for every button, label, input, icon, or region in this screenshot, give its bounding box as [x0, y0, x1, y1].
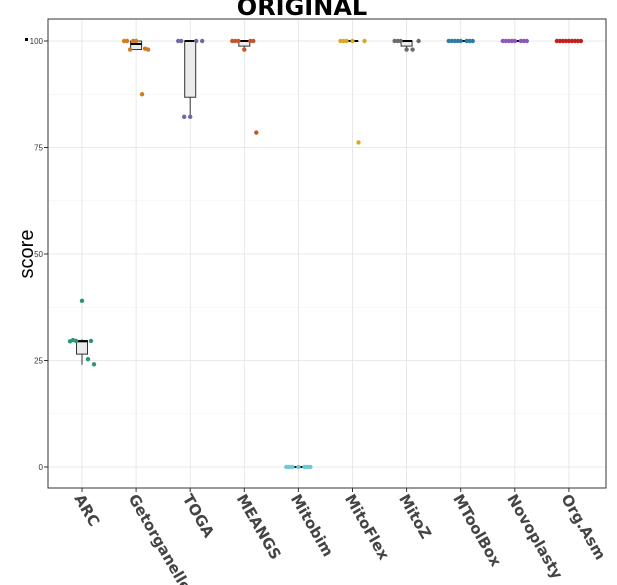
data-point	[521, 38, 526, 44]
data-point	[467, 38, 472, 44]
data-point	[557, 38, 563, 44]
data-point	[410, 47, 415, 52]
x-tick-label: Novoplasty	[503, 491, 566, 582]
data-point	[254, 130, 259, 135]
y-tick-label: 25	[34, 357, 43, 366]
data-point	[296, 464, 301, 470]
x-tick-label: ARC	[71, 491, 104, 530]
grid-layer	[48, 19, 606, 488]
data-point	[362, 38, 367, 44]
x-tick-label: MToolBox	[449, 491, 505, 570]
data-point	[124, 38, 130, 44]
data-point	[127, 47, 133, 52]
data-point	[142, 46, 148, 51]
data-point	[305, 464, 310, 470]
box-iqr	[184, 40, 197, 98]
y-tick-label: 50	[34, 250, 43, 259]
data-point	[242, 47, 247, 52]
data-point	[509, 38, 514, 44]
data-point	[341, 38, 346, 44]
data-point	[404, 47, 409, 52]
data-point	[182, 114, 187, 120]
data-point	[356, 140, 361, 145]
x-tick-label: Mitobim	[287, 491, 337, 560]
y-tick-label: 75	[34, 144, 43, 153]
data-point	[70, 337, 76, 343]
data-point	[449, 38, 454, 44]
data-point	[79, 298, 85, 304]
data-point	[395, 38, 400, 44]
data-point	[575, 38, 581, 44]
data-point	[287, 464, 292, 470]
plot-panel-border	[47, 18, 607, 489]
data-point	[194, 38, 199, 44]
box-iqr	[76, 339, 88, 355]
data-point	[233, 38, 238, 44]
top-left-tick-mark	[25, 38, 28, 41]
data-point	[88, 338, 94, 344]
y-tick-label: 0	[39, 463, 44, 472]
point-layer	[67, 38, 584, 470]
data-point	[91, 362, 97, 367]
data-point	[130, 38, 136, 44]
x-tick-label: TOGA	[179, 491, 218, 541]
data-point	[350, 38, 355, 44]
data-point	[179, 38, 184, 44]
x-tick-label: MitoFlex	[341, 491, 393, 563]
data-point	[569, 38, 575, 44]
x-tick-label: Org.Asm	[557, 491, 609, 563]
data-point	[455, 38, 460, 44]
y-axis: 0 25 50 75 100	[30, 37, 48, 472]
data-point	[563, 38, 569, 44]
data-point	[85, 357, 91, 362]
data-point	[200, 38, 205, 44]
data-point	[503, 38, 508, 44]
y-tick-label: 100	[30, 37, 44, 46]
x-tick-label: MEANGS	[233, 491, 285, 563]
data-point	[139, 92, 145, 97]
chart-title: ORIGINAL	[237, 0, 367, 21]
y-axis-label: score	[16, 230, 38, 279]
x-tick-label: MitoZ	[395, 491, 435, 542]
data-point	[188, 114, 193, 120]
data-point	[251, 38, 256, 44]
data-point	[416, 38, 421, 44]
